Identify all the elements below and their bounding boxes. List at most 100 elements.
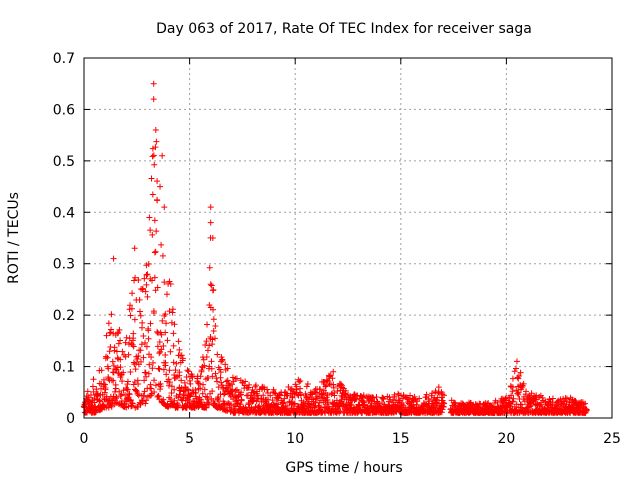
data-point (144, 271, 151, 278)
data-point (304, 380, 311, 387)
data-point (141, 388, 148, 395)
data-point (549, 395, 556, 402)
data-point (207, 219, 214, 226)
data-point (129, 290, 136, 297)
data-point (356, 402, 363, 409)
data-point (330, 368, 337, 375)
data-point (118, 391, 125, 398)
data-point (295, 403, 302, 410)
data-point (147, 381, 154, 388)
data-point (162, 359, 169, 366)
data-point (141, 275, 148, 282)
data-point (330, 381, 337, 388)
data-point (134, 355, 141, 362)
data-point (211, 335, 218, 342)
data-point (224, 377, 231, 384)
data-point (297, 392, 304, 399)
data-point (117, 356, 124, 363)
data-point (206, 401, 213, 408)
data-point (160, 396, 167, 403)
data-point (89, 383, 96, 390)
data-point (151, 377, 158, 384)
data-point (222, 361, 229, 368)
data-point (123, 334, 130, 341)
data-point (250, 397, 257, 404)
data-point (137, 347, 144, 354)
data-point (150, 80, 157, 87)
data-point (407, 392, 414, 399)
data-point (130, 343, 137, 350)
data-point (549, 400, 556, 407)
data-point (243, 406, 250, 413)
data-point (148, 385, 155, 392)
data-point (246, 381, 253, 388)
y-tick-label: 0.3 (53, 257, 75, 273)
data-point (151, 161, 158, 168)
data-point (200, 356, 207, 363)
x-axis-label: GPS time / hours (285, 460, 402, 476)
y-tick-label: 0.6 (53, 102, 75, 118)
data-point (186, 377, 193, 384)
data-point (186, 393, 193, 400)
data-point (224, 365, 231, 372)
x-tick-label: 5 (185, 431, 194, 447)
data-point (203, 353, 210, 360)
data-point (218, 379, 225, 386)
data-point (163, 371, 170, 378)
data-point (370, 394, 377, 401)
data-point (342, 387, 349, 394)
data-point (164, 291, 170, 298)
data-point (146, 361, 153, 368)
data-point (167, 281, 174, 288)
data-point (171, 386, 178, 393)
data-point (131, 316, 138, 323)
data-point (264, 386, 271, 393)
data-point (154, 178, 161, 185)
data-point (274, 395, 281, 402)
data-point (183, 374, 190, 381)
data-point (122, 339, 129, 346)
data-point (260, 392, 267, 399)
data-point (212, 370, 219, 377)
data-point (209, 336, 216, 343)
data-point (322, 383, 329, 390)
data-point (210, 328, 217, 335)
data-point (177, 387, 184, 394)
data-point (202, 403, 209, 410)
data-point (124, 386, 131, 393)
data-point (484, 400, 491, 407)
data-point (168, 319, 175, 326)
data-point (323, 377, 330, 384)
data-point (159, 252, 166, 259)
data-point (139, 319, 146, 326)
data-point (102, 384, 109, 391)
data-point (206, 264, 213, 271)
data-point (293, 383, 300, 390)
data-point (134, 377, 141, 384)
x-tick-label: 0 (80, 431, 89, 447)
data-point (170, 342, 177, 349)
data-point (438, 409, 445, 416)
data-point (185, 368, 192, 375)
data-point (172, 374, 179, 381)
data-point (303, 394, 310, 401)
data-point (204, 347, 211, 354)
data-point (281, 395, 288, 402)
y-axis-label: ROTI / TECUs (6, 192, 22, 284)
data-point (172, 367, 179, 374)
data-point (165, 382, 172, 389)
data-point (110, 255, 117, 262)
data-point (150, 359, 157, 366)
data-point (330, 384, 337, 391)
data-point (145, 370, 152, 377)
data-point (217, 369, 224, 376)
data-point (150, 96, 157, 103)
data-point (199, 390, 206, 397)
data-point (140, 332, 147, 339)
data-point (116, 326, 123, 333)
y-tick-label: 0.1 (53, 360, 75, 376)
data-point (206, 342, 213, 349)
data-point (147, 227, 154, 234)
data-point (100, 376, 107, 383)
